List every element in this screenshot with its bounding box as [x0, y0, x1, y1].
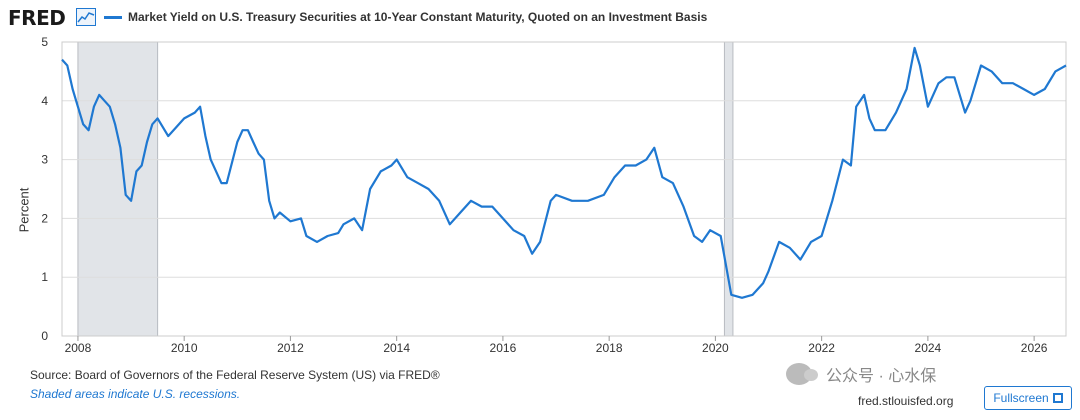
fullscreen-label: Fullscreen — [993, 391, 1049, 405]
recession-band — [77, 41, 159, 337]
x-tick-label: 2012 — [277, 341, 304, 355]
y-tick-label: 2 — [41, 211, 48, 225]
y-tick-label: 4 — [41, 94, 48, 108]
plot-border — [61, 41, 1067, 337]
chart-line-icon[interactable] — [76, 8, 96, 26]
chart-header: FRED Market Yield on U.S. Treasury Secur… — [0, 0, 1080, 34]
y-tick-label: 0 — [41, 329, 48, 343]
watermark: 公众号 · 心水保 — [786, 362, 936, 386]
x-tick-label: 2024 — [915, 341, 942, 355]
x-tick-label: 2026 — [1021, 341, 1048, 355]
site-url[interactable]: fred.stlouisfed.org — [858, 394, 954, 408]
x-tick-label: 2008 — [65, 341, 92, 355]
fred-logo[interactable]: FRED — [8, 6, 66, 30]
fullscreen-icon — [1052, 393, 1063, 403]
wechat-icon — [786, 363, 818, 385]
fullscreen-button[interactable]: Fullscreen — [984, 386, 1072, 410]
watermark-text: 公众号 · 心水保 — [826, 368, 937, 385]
x-tick-label: 2010 — [171, 341, 198, 355]
recession-note: Shaded areas indicate U.S. recessions. — [30, 387, 241, 401]
line-chart[interactable]: 0 1 2 3 4 5 2008 2010 2012 2014 2016 2018 2020 2022 20… — [0, 0, 1080, 360]
y-tick-label: 1 — [41, 270, 48, 284]
x-tick-label: 2022 — [808, 341, 835, 355]
series-swatch — [104, 16, 122, 19]
x-tick-label: 2016 — [490, 341, 517, 355]
y-tick-label: 3 — [41, 153, 48, 167]
x-tick-label: 2014 — [383, 341, 410, 355]
series-title[interactable]: Market Yield on U.S. Treasury Securities… — [128, 10, 708, 24]
x-tick-label: 2020 — [702, 341, 729, 355]
y-tick-label: 5 — [41, 35, 48, 49]
x-tick-label: 2018 — [596, 341, 623, 355]
series-line — [61, 46, 1067, 299]
source-note: Source: Board of Governors of the Federa… — [30, 368, 440, 382]
